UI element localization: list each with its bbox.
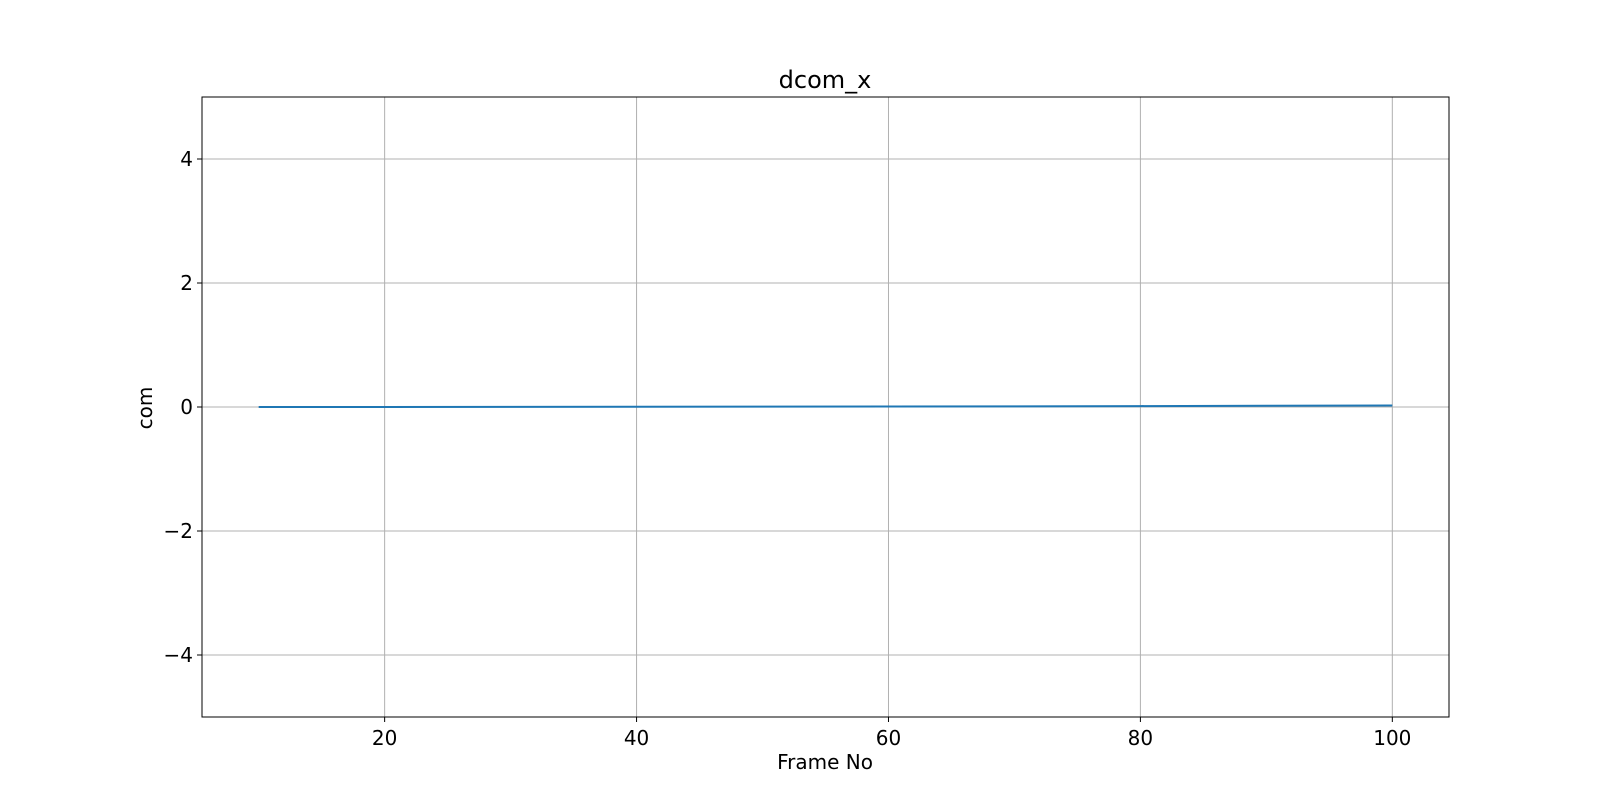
x-axis-label: Frame No [777, 750, 873, 774]
x-tick-label: 80 [1128, 726, 1153, 750]
y-tick-label: 2 [180, 271, 193, 295]
series-line [258, 404, 1393, 408]
y-tick-label: 4 [180, 147, 193, 171]
y-tick-label: −4 [164, 643, 193, 667]
y-tick-label: 0 [180, 395, 193, 419]
series-layer [258, 404, 1393, 408]
x-tick-label: 100 [1373, 726, 1411, 750]
y-tick-label: −2 [164, 519, 193, 543]
x-tick-label: 60 [876, 726, 901, 750]
grid-layer [202, 97, 1449, 717]
x-tick-label: 20 [372, 726, 397, 750]
chart-title: dcom_x [779, 66, 872, 94]
tick-layer: 20 40 60 80 100 −4 −2 0 2 4 [164, 147, 1412, 750]
x-tick-label: 40 [624, 726, 649, 750]
y-axis-label: com [133, 387, 157, 430]
